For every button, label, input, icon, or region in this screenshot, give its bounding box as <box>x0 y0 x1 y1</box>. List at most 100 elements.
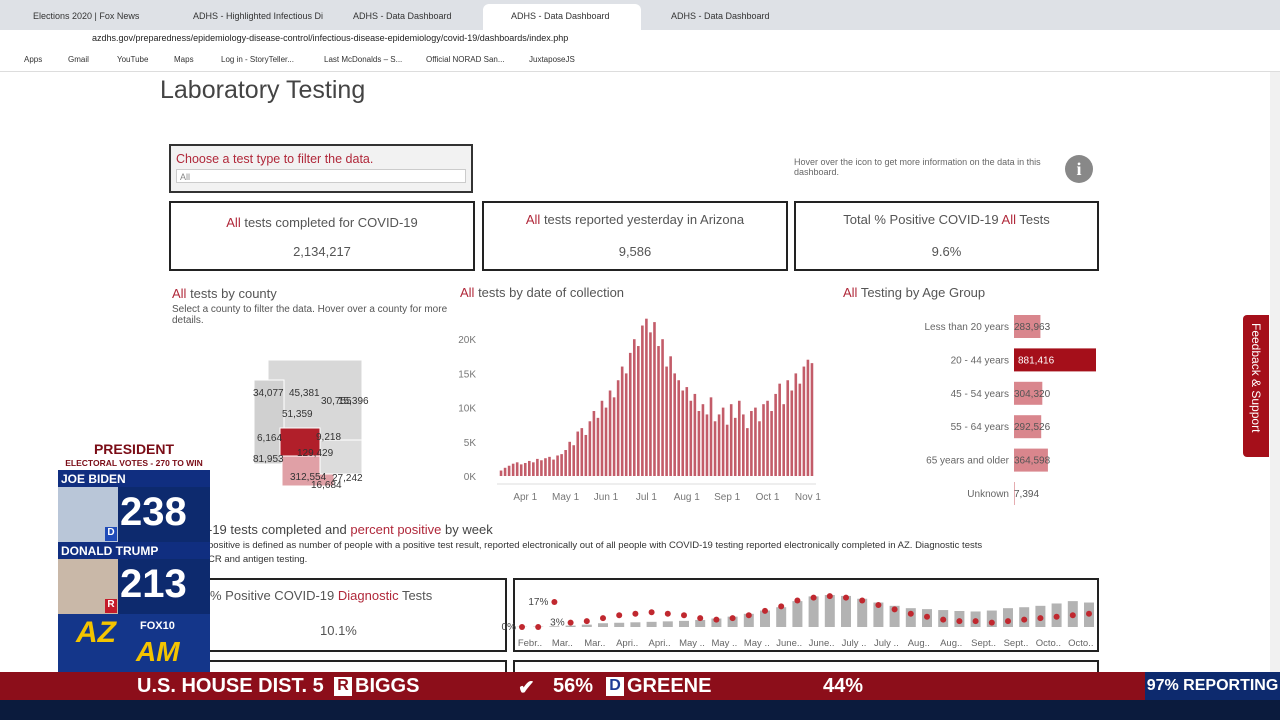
bar <box>549 626 560 627</box>
bookmark[interactable]: YouTube <box>117 55 149 64</box>
bar <box>1014 348 1096 372</box>
category-label: 45 - 54 years <box>951 389 1009 400</box>
bar <box>628 352 632 476</box>
county-label: 34,077 <box>253 388 284 399</box>
bar <box>677 380 681 476</box>
tab[interactable]: ADHS - Highlighted Infectious Di <box>193 11 323 21</box>
bar <box>519 464 523 476</box>
bookmark[interactable]: JuxtaposeJS <box>529 55 575 64</box>
tab[interactable]: ADHS - Data Dashboard <box>353 11 452 21</box>
bookmark[interactable]: Gmail <box>68 55 89 64</box>
bar <box>544 458 547 476</box>
election-sub: ELECTORAL VOTES - 270 TO WIN <box>58 458 210 470</box>
bar <box>1014 381 1043 405</box>
kpi-prefix: All <box>1001 212 1016 227</box>
bar <box>986 610 997 627</box>
filter-select[interactable]: All <box>176 169 466 183</box>
dot <box>762 607 768 614</box>
dot <box>632 610 639 617</box>
dot <box>1021 616 1028 623</box>
dot <box>843 594 849 601</box>
dot <box>681 612 687 619</box>
county-label: 15,396 <box>338 396 369 407</box>
map-region <box>319 439 363 475</box>
x-tick-label: July .. <box>874 638 899 649</box>
bar <box>565 625 576 627</box>
kpi-label: tests reported yesterday in Arizona <box>540 212 745 227</box>
bookmark[interactable]: Maps <box>174 55 194 64</box>
bookmark[interactable]: Log in - StoryTeller... <box>221 55 294 64</box>
dot <box>1053 613 1060 620</box>
bar <box>754 407 757 476</box>
x-tick-label: Apri.. <box>616 638 638 649</box>
county-label: 81,953 <box>253 454 284 465</box>
x-tick-label: Apr 1 <box>513 492 537 503</box>
dot <box>907 610 914 617</box>
x-tick-label: Sept.. <box>971 638 996 649</box>
dot <box>1005 618 1011 625</box>
bar <box>560 454 563 476</box>
value-label: 292,526 <box>1014 422 1051 433</box>
pct: 56% <box>553 675 594 697</box>
bar <box>528 460 531 476</box>
bar <box>762 404 765 476</box>
x-tick-label: Nov 1 <box>795 492 822 503</box>
bar <box>697 411 701 476</box>
x-tick-label: May .. <box>711 638 737 649</box>
y-tick-label: 20K <box>458 335 476 346</box>
tab[interactable]: Elections 2020 | Fox News <box>33 11 140 21</box>
tab[interactable]: ADHS - Data Dashboard <box>671 11 770 21</box>
bookmark[interactable]: Apps <box>24 55 43 64</box>
y-tick-label: 5K <box>464 438 477 449</box>
info-icon[interactable]: i <box>1065 155 1093 183</box>
x-tick-label: Jun 1 <box>594 492 619 503</box>
scrollbar[interactable] <box>1270 72 1280 672</box>
dot <box>778 603 785 610</box>
bar <box>1014 482 1015 505</box>
bar <box>746 428 749 476</box>
bar <box>584 434 588 476</box>
bar <box>669 356 672 476</box>
bookmark[interactable]: Last McDonalds – S... <box>324 55 403 64</box>
url[interactable]: azdhs.gov/preparedness/epidemiology-dise… <box>92 33 569 43</box>
bar <box>576 431 580 476</box>
section-title: All Testing by Age Group <box>843 285 985 300</box>
title-text: tests by county <box>186 286 277 301</box>
feedback-tab[interactable]: Feedback & Support <box>1243 315 1269 457</box>
kpi: All tests completed for COVID-19 2,134,21… <box>169 201 475 271</box>
tab[interactable]: ADHS - Data Dashboard <box>483 4 641 30</box>
bookmark[interactable]: Official NORAD San... <box>426 55 505 64</box>
dot <box>810 594 817 601</box>
dot <box>794 597 801 604</box>
bar <box>630 622 641 627</box>
kpi-suffix: Tests <box>1015 212 1050 227</box>
bar <box>679 620 689 627</box>
title-highlight: percent positive <box>350 522 442 537</box>
county-label: 16,684 <box>311 480 342 491</box>
bar <box>645 318 648 476</box>
dot <box>1069 612 1076 619</box>
dot <box>875 601 882 608</box>
votes: 213 <box>120 562 187 606</box>
bar <box>632 339 636 476</box>
bar <box>507 465 511 476</box>
bar <box>600 400 604 476</box>
bar <box>905 608 916 627</box>
x-tick-label: June.. <box>809 638 835 649</box>
bar <box>532 462 535 476</box>
bar <box>743 613 754 627</box>
bar <box>782 404 785 476</box>
dot <box>551 599 558 606</box>
bar <box>727 616 738 627</box>
info-text: Hover over the icon to get more informat… <box>794 157 1041 177</box>
bar <box>766 400 769 476</box>
county-label: 129,429 <box>297 448 334 459</box>
filter[interactable]: Choose a test type to filter the data. A… <box>169 144 473 193</box>
ticker-base <box>0 700 1280 720</box>
bar <box>592 411 596 476</box>
bar <box>681 390 685 476</box>
panel <box>513 660 1099 672</box>
bar <box>649 332 652 476</box>
dot-label: 0% <box>502 622 517 633</box>
